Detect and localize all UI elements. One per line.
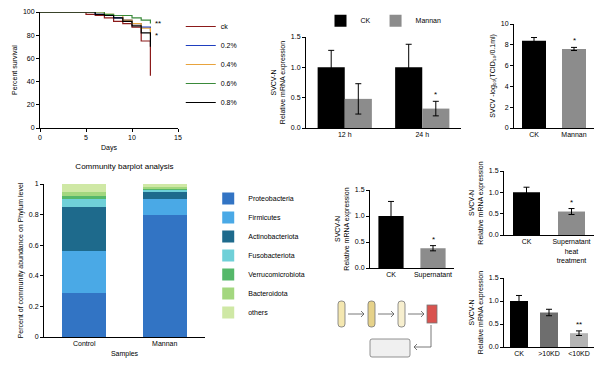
svg-text:1.0: 1.0: [291, 64, 301, 71]
svg-text:*: *: [434, 90, 437, 99]
svg-text:1: 1: [35, 180, 39, 187]
svg-text:0.0: 0.0: [489, 343, 499, 350]
svg-text:5: 5: [84, 134, 88, 141]
svg-text:others: others: [248, 309, 268, 316]
svg-text:ck: ck: [221, 23, 229, 30]
svg-text:Supernatantheattreatment: Supernatantheattreatment: [552, 238, 590, 263]
svg-text:1.5: 1.5: [291, 33, 301, 40]
svg-text:Samples: Samples: [111, 350, 139, 358]
svg-text:0.5: 0.5: [489, 320, 499, 327]
svg-text:2: 2: [505, 104, 509, 111]
svg-text:SVCV-NRelative mRNA expression: SVCV-NRelative mRNA expression: [270, 41, 287, 124]
svg-text:0.5: 0.5: [355, 238, 365, 245]
svg-text:1.0: 1.0: [489, 297, 499, 304]
svg-text:1.5: 1.5: [489, 274, 499, 281]
svg-text:0.6: 0.6: [29, 242, 39, 249]
svg-text:80: 80: [27, 32, 35, 39]
svg-text:Supernatant: Supernatant: [414, 271, 452, 279]
svg-text:Actinobacteriota: Actinobacteriota: [248, 233, 298, 240]
svg-text:Control: Control: [73, 340, 96, 347]
svg-text:Verrucomicrobiota: Verrucomicrobiota: [248, 271, 305, 278]
svg-text:12 h: 12 h: [338, 131, 352, 138]
svg-text:*: *: [573, 36, 576, 45]
svg-text:4: 4: [505, 83, 509, 90]
svg-text:<10KD: <10KD: [568, 350, 590, 357]
svg-text:0.5: 0.5: [291, 94, 301, 101]
svg-text:1.0: 1.0: [355, 212, 365, 219]
svg-text:0.8%: 0.8%: [221, 99, 237, 106]
svg-text:SVCV-NRelative mRNA expression: SVCV-NRelative mRNA expression: [334, 187, 351, 270]
svg-text:20: 20: [27, 101, 35, 108]
svg-text:0: 0: [38, 134, 42, 141]
svg-text:*: *: [570, 198, 573, 207]
svg-text:Mannan: Mannan: [416, 17, 441, 24]
svg-text:Mannan: Mannan: [561, 131, 586, 138]
svg-text:0: 0: [505, 124, 509, 131]
svg-text:1.5: 1.5: [355, 186, 365, 193]
svg-text:40: 40: [27, 78, 35, 85]
svg-text:*: *: [155, 31, 158, 40]
svg-text:100: 100: [23, 8, 35, 15]
svg-text:Percent of community abundance: Percent of community abundance on Phylum…: [17, 182, 25, 338]
svg-text:Days: Days: [101, 144, 117, 152]
svg-text:6: 6: [505, 62, 509, 69]
svg-text:*: *: [432, 235, 435, 244]
svg-text:0.4%: 0.4%: [221, 61, 237, 68]
svg-text:CK: CK: [514, 350, 524, 357]
svg-text:0.2%: 0.2%: [221, 42, 237, 49]
svg-text:0.5: 0.5: [489, 210, 499, 217]
svg-text:0.0: 0.0: [489, 231, 499, 238]
svg-text:1.0: 1.0: [489, 189, 499, 196]
svg-text:0.8: 0.8: [29, 211, 39, 218]
svg-text:**: **: [576, 320, 582, 329]
svg-text:SVCV-NRelative mRNA expression: SVCV-NRelative mRNA expression: [468, 271, 485, 354]
svg-text:0.6%: 0.6%: [221, 80, 237, 87]
svg-text:0.2: 0.2: [29, 303, 39, 310]
svg-text:CK: CK: [522, 238, 532, 245]
svg-text:15: 15: [174, 134, 182, 141]
svg-text:CK: CK: [361, 17, 371, 24]
svg-text:Firmicutes: Firmicutes: [248, 214, 281, 221]
svg-text:Community barplot analysis: Community barplot analysis: [75, 162, 173, 171]
svg-text:24 h: 24 h: [415, 131, 429, 138]
svg-text:0.4: 0.4: [29, 272, 39, 279]
svg-text:10: 10: [501, 20, 509, 27]
svg-text:Proteobacteria: Proteobacteria: [248, 195, 294, 202]
svg-text:Fusobacteriota: Fusobacteriota: [248, 252, 294, 259]
svg-text:CK: CK: [529, 131, 539, 138]
svg-text:**: **: [155, 19, 161, 28]
svg-text:Percent survival: Percent survival: [11, 45, 18, 95]
svg-text:8: 8: [505, 41, 509, 48]
svg-text:10: 10: [128, 134, 136, 141]
svg-text:0: 0: [31, 124, 35, 131]
svg-text:0: 0: [35, 333, 39, 340]
svg-text:Bacteroidota: Bacteroidota: [248, 290, 287, 297]
svg-text:SVCV-NRelative mRNA expression: SVCV-NRelative mRNA expression: [468, 161, 485, 244]
svg-text:CK: CK: [386, 271, 396, 278]
svg-text:0.0: 0.0: [355, 264, 365, 271]
svg-text:0.0: 0.0: [291, 124, 301, 131]
svg-text:60: 60: [27, 55, 35, 62]
svg-text:Mannan: Mannan: [152, 340, 177, 347]
svg-text:SVCV -log₁₀(TCID₅₀/0.1ml): SVCV -log₁₀(TCID₅₀/0.1ml): [489, 34, 497, 118]
svg-text:>10KD: >10KD: [538, 350, 560, 357]
svg-text:1.5: 1.5: [489, 167, 499, 174]
